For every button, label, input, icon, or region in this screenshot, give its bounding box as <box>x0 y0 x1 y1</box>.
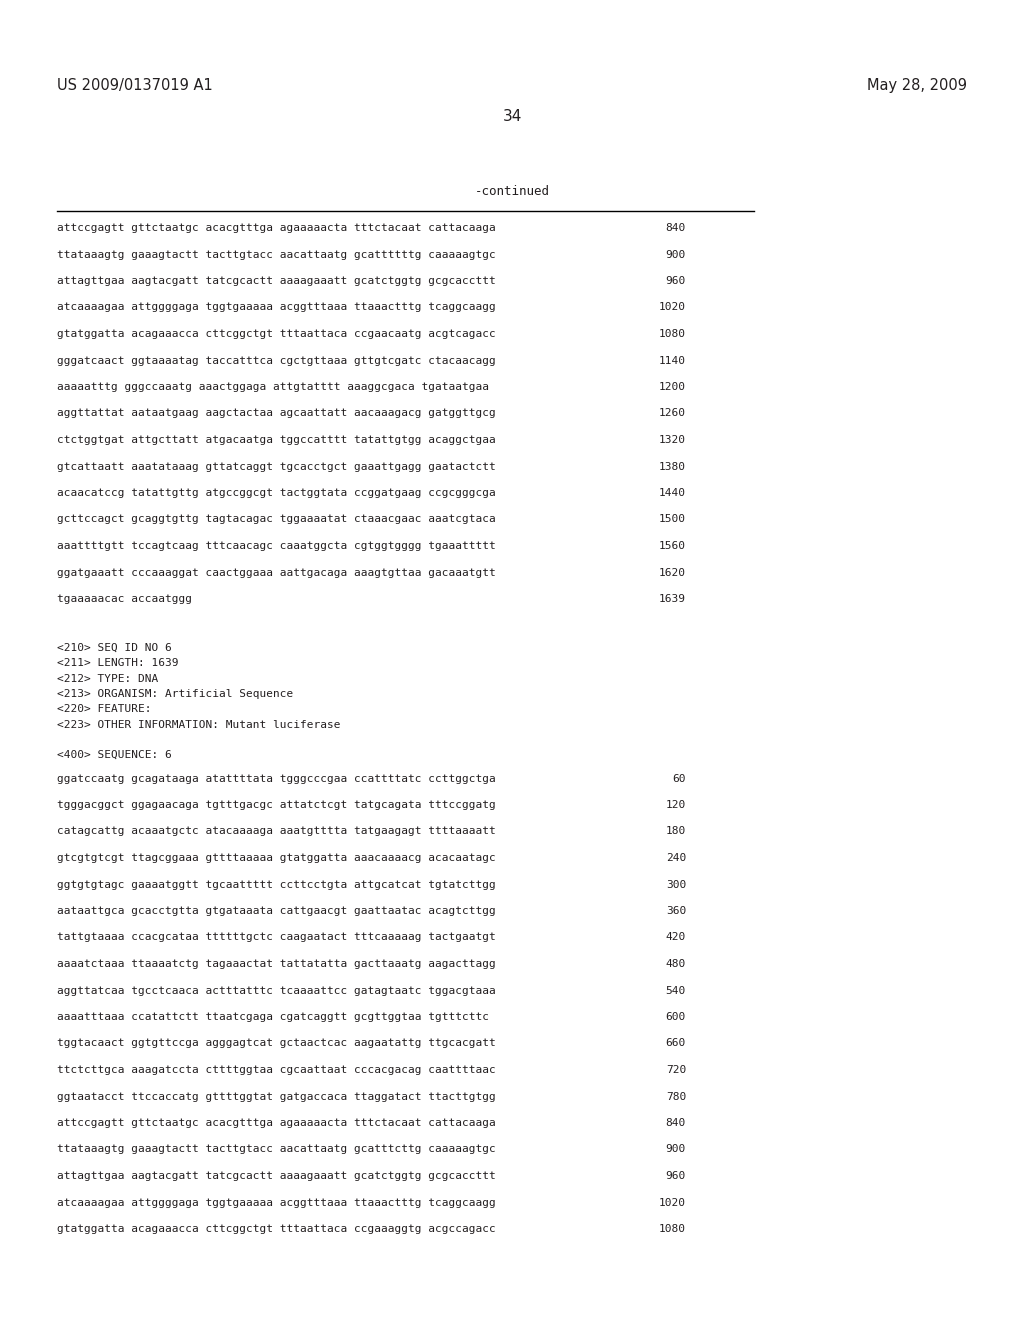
Text: attccgagtt gttctaatgc acacgtttga agaaaaacta tttctacaat cattacaaga: attccgagtt gttctaatgc acacgtttga agaaaaa… <box>57 223 496 234</box>
Text: 1440: 1440 <box>659 488 686 498</box>
Text: 660: 660 <box>666 1039 686 1048</box>
Text: aaaatctaaa ttaaaatctg tagaaactat tattatatta gacttaaatg aagacttagg: aaaatctaaa ttaaaatctg tagaaactat tattata… <box>57 960 496 969</box>
Text: atcaaaagaa attggggaga tggtgaaaaa acggtttaaa ttaaactttg tcaggcaagg: atcaaaagaa attggggaga tggtgaaaaa acggttt… <box>57 302 496 313</box>
Text: 840: 840 <box>666 1118 686 1129</box>
Text: tattgtaaaa ccacgcataa ttttttgctc caagaatact tttcaaaaag tactgaatgt: tattgtaaaa ccacgcataa ttttttgctc caagaat… <box>57 932 496 942</box>
Text: gggatcaact ggtaaaatag taccatttca cgctgttaaa gttgtcgatc ctacaacagg: gggatcaact ggtaaaatag taccatttca cgctgtt… <box>57 355 496 366</box>
Text: 1260: 1260 <box>659 408 686 418</box>
Text: aaattttgtt tccagtcaag tttcaacagc caaatggcta cgtggtgggg tgaaattttt: aaattttgtt tccagtcaag tttcaacagc caaatgg… <box>57 541 496 550</box>
Text: 720: 720 <box>666 1065 686 1074</box>
Text: 960: 960 <box>666 1171 686 1181</box>
Text: catagcattg acaaatgctc atacaaaaga aaatgtttta tatgaagagt ttttaaaatt: catagcattg acaaatgctc atacaaaaga aaatgtt… <box>57 826 496 837</box>
Text: tgaaaaacac accaatggg: tgaaaaacac accaatggg <box>57 594 193 605</box>
Text: 1020: 1020 <box>659 1197 686 1208</box>
Text: 900: 900 <box>666 1144 686 1155</box>
Text: ttctcttgca aaagatccta cttttggtaa cgcaattaat cccacgacag caattttaac: ttctcttgca aaagatccta cttttggtaa cgcaatt… <box>57 1065 496 1074</box>
Text: ggtgtgtagc gaaaatggtt tgcaattttt ccttcctgta attgcatcat tgtatcttgg: ggtgtgtagc gaaaatggtt tgcaattttt ccttcct… <box>57 879 496 890</box>
Text: tgggacggct ggagaacaga tgtttgacgc attatctcgt tatgcagata tttccggatg: tgggacggct ggagaacaga tgtttgacgc attatct… <box>57 800 496 810</box>
Text: 540: 540 <box>666 986 686 995</box>
Text: 240: 240 <box>666 853 686 863</box>
Text: <400> SEQUENCE: 6: <400> SEQUENCE: 6 <box>57 750 172 759</box>
Text: 360: 360 <box>666 906 686 916</box>
Text: 60: 60 <box>673 774 686 784</box>
Text: 1500: 1500 <box>659 515 686 524</box>
Text: <213> ORGANISM: Artificial Sequence: <213> ORGANISM: Artificial Sequence <box>57 689 293 700</box>
Text: 840: 840 <box>666 223 686 234</box>
Text: 1140: 1140 <box>659 355 686 366</box>
Text: 1320: 1320 <box>659 436 686 445</box>
Text: ggatgaaatt cccaaaggat caactggaaa aattgacaga aaagtgttaa gacaaatgtt: ggatgaaatt cccaaaggat caactggaaa aattgac… <box>57 568 496 578</box>
Text: attagttgaa aagtacgatt tatcgcactt aaaagaaatt gcatctggtg gcgcaccttt: attagttgaa aagtacgatt tatcgcactt aaaagaa… <box>57 276 496 286</box>
Text: aaaatttaaa ccatattctt ttaatcgaga cgatcaggtt gcgttggtaa tgtttcttc: aaaatttaaa ccatattctt ttaatcgaga cgatcag… <box>57 1012 489 1022</box>
Text: <211> LENGTH: 1639: <211> LENGTH: 1639 <box>57 657 178 668</box>
Text: aaaaatttg gggccaaatg aaactggaga attgtatttt aaaggcgaca tgataatgaa: aaaaatttg gggccaaatg aaactggaga attgtatt… <box>57 381 489 392</box>
Text: <212> TYPE: DNA: <212> TYPE: DNA <box>57 673 159 684</box>
Text: 120: 120 <box>666 800 686 810</box>
Text: ttataaagtg gaaagtactt tacttgtacc aacattaatg gcattttttg caaaaagtgc: ttataaagtg gaaagtactt tacttgtacc aacatta… <box>57 249 496 260</box>
Text: ctctggtgat attgcttatt atgacaatga tggccatttt tatattgtgg acaggctgaa: ctctggtgat attgcttatt atgacaatga tggccat… <box>57 436 496 445</box>
Text: <210> SEQ ID NO 6: <210> SEQ ID NO 6 <box>57 643 172 652</box>
Text: gtatggatta acagaaacca cttcggctgt tttaattaca ccgaacaatg acgtcagacc: gtatggatta acagaaacca cttcggctgt tttaatt… <box>57 329 496 339</box>
Text: attccgagtt gttctaatgc acacgtttga agaaaaacta tttctacaat cattacaaga: attccgagtt gttctaatgc acacgtttga agaaaaa… <box>57 1118 496 1129</box>
Text: <223> OTHER INFORMATION: Mutant luciferase: <223> OTHER INFORMATION: Mutant lucifera… <box>57 719 341 730</box>
Text: 900: 900 <box>666 249 686 260</box>
Text: ggatccaatg gcagataaga atattttata tgggcccgaa ccattttatc ccttggctga: ggatccaatg gcagataaga atattttata tgggccc… <box>57 774 496 784</box>
Text: acaacatccg tatattgttg atgccggcgt tactggtata ccggatgaag ccgcgggcga: acaacatccg tatattgttg atgccggcgt tactggt… <box>57 488 496 498</box>
Text: 1020: 1020 <box>659 302 686 313</box>
Text: 1200: 1200 <box>659 381 686 392</box>
Text: 480: 480 <box>666 960 686 969</box>
Text: 1620: 1620 <box>659 568 686 578</box>
Text: 960: 960 <box>666 276 686 286</box>
Text: 420: 420 <box>666 932 686 942</box>
Text: May 28, 2009: May 28, 2009 <box>867 78 967 92</box>
Text: aataattgca gcacctgtta gtgataaata cattgaacgt gaattaatac acagtcttgg: aataattgca gcacctgtta gtgataaata cattgaa… <box>57 906 496 916</box>
Text: atcaaaagaa attggggaga tggtgaaaaa acggtttaaa ttaaactttg tcaggcaagg: atcaaaagaa attggggaga tggtgaaaaa acggttt… <box>57 1197 496 1208</box>
Text: gtcattaatt aaatataaag gttatcaggt tgcacctgct gaaattgagg gaatactctt: gtcattaatt aaatataaag gttatcaggt tgcacct… <box>57 462 496 471</box>
Text: gtatggatta acagaaacca cttcggctgt tttaattaca ccgaaaggtg acgccagacc: gtatggatta acagaaacca cttcggctgt tttaatt… <box>57 1224 496 1234</box>
Text: 1560: 1560 <box>659 541 686 550</box>
Text: 780: 780 <box>666 1092 686 1101</box>
Text: 1639: 1639 <box>659 594 686 605</box>
Text: attagttgaa aagtacgatt tatcgcactt aaaagaaatt gcatctggtg gcgcaccttt: attagttgaa aagtacgatt tatcgcactt aaaagaa… <box>57 1171 496 1181</box>
Text: gcttccagct gcaggtgttg tagtacagac tggaaaatat ctaaacgaac aaatcgtaca: gcttccagct gcaggtgttg tagtacagac tggaaaa… <box>57 515 496 524</box>
Text: 300: 300 <box>666 879 686 890</box>
Text: -continued: -continued <box>474 185 550 198</box>
Text: US 2009/0137019 A1: US 2009/0137019 A1 <box>57 78 213 92</box>
Text: 1380: 1380 <box>659 462 686 471</box>
Text: 1080: 1080 <box>659 1224 686 1234</box>
Text: aggttattat aataatgaag aagctactaa agcaattatt aacaaagacg gatggttgcg: aggttattat aataatgaag aagctactaa agcaatt… <box>57 408 496 418</box>
Text: 1080: 1080 <box>659 329 686 339</box>
Text: ttataaagtg gaaagtactt tacttgtacc aacattaatg gcatttcttg caaaaagtgc: ttataaagtg gaaagtactt tacttgtacc aacatta… <box>57 1144 496 1155</box>
Text: <220> FEATURE:: <220> FEATURE: <box>57 705 152 714</box>
Text: 600: 600 <box>666 1012 686 1022</box>
Text: aggttatcaa tgcctcaaca actttatttc tcaaaattcc gatagtaatc tggacgtaaa: aggttatcaa tgcctcaaca actttatttc tcaaaat… <box>57 986 496 995</box>
Text: 34: 34 <box>503 110 521 124</box>
Text: ggtaatacct ttccaccatg gttttggtat gatgaccaca ttaggatact ttacttgtgg: ggtaatacct ttccaccatg gttttggtat gatgacc… <box>57 1092 496 1101</box>
Text: 180: 180 <box>666 826 686 837</box>
Text: tggtacaact ggtgttccga agggagtcat gctaactcac aagaatattg ttgcacgatt: tggtacaact ggtgttccga agggagtcat gctaact… <box>57 1039 496 1048</box>
Text: gtcgtgtcgt ttagcggaaa gttttaaaaa gtatggatta aaacaaaacg acacaatagc: gtcgtgtcgt ttagcggaaa gttttaaaaa gtatgga… <box>57 853 496 863</box>
